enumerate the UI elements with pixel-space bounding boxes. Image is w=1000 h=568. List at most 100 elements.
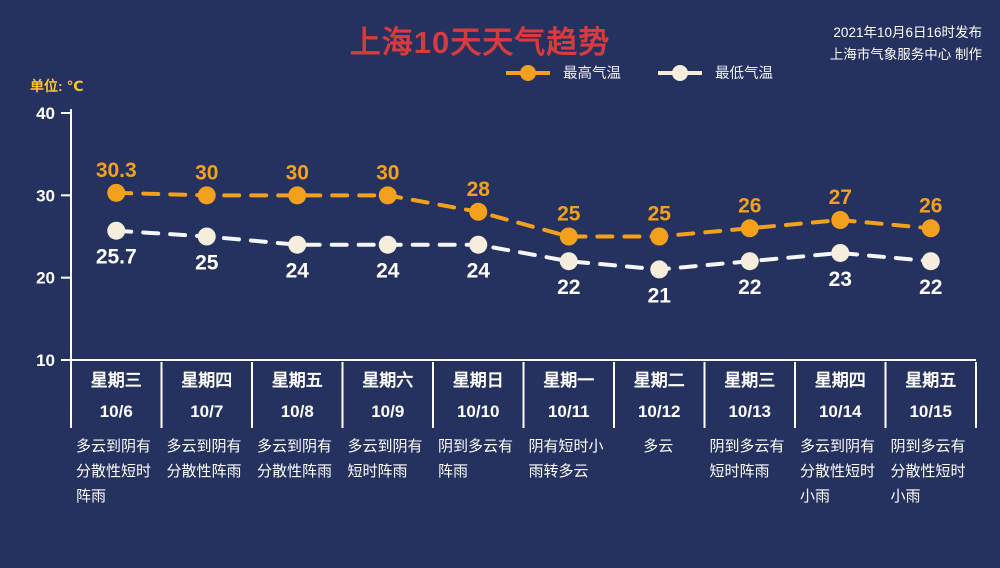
- weather-line: 多云到阴有: [347, 438, 423, 455]
- weather-line: 短时阵雨: [709, 463, 770, 480]
- chart-legend: 最高气温 最低气温: [505, 62, 773, 83]
- weather-line: 多云到阴有: [76, 438, 152, 455]
- weekday-label: 星期四: [181, 371, 233, 390]
- temp-value-label: 27: [829, 186, 852, 209]
- temp-data-point: [831, 243, 850, 262]
- temp-data-point: [288, 186, 307, 205]
- temp-value-label: 22: [557, 276, 580, 299]
- weather-line: 多云到阴有: [166, 438, 242, 455]
- day-column: 星期日 10/10 阴到多云有阵雨: [433, 362, 524, 522]
- weather-line: 阵雨: [76, 488, 107, 505]
- day-column: 星期四 10/7 多云到阴有分散性阵雨: [162, 362, 253, 522]
- temp-data-point: [559, 252, 578, 271]
- temp-value-label: 25: [557, 203, 581, 226]
- y-axis-tick-label: 10: [36, 351, 55, 370]
- weather-line: 雨转多云: [528, 463, 589, 480]
- weather-line: 多云到阴有: [257, 438, 333, 455]
- publish-datetime: 2021年10月6日16时发布: [833, 25, 982, 40]
- weather-description: 阴到多云有 分散性短时 小雨: [886, 434, 977, 509]
- day-column: 星期五 10/8 多云到阴有分散性阵雨: [252, 362, 343, 522]
- temp-data-point: [288, 235, 307, 254]
- legend-item-max-temp: 最高气温: [505, 62, 621, 83]
- weather-description: 阴到多云有 短时阵雨: [705, 434, 796, 484]
- max-temp-marker-icon: [506, 64, 550, 81]
- temp-value-label: 24: [467, 260, 491, 283]
- temp-value-label: 30: [376, 161, 399, 184]
- temp-data-point: [197, 186, 216, 205]
- weather-line: 分散性短时: [800, 463, 876, 480]
- temp-data-point: [740, 219, 759, 238]
- temp-data-point: [107, 221, 126, 240]
- temp-data-point: [650, 260, 669, 279]
- temp-value-label: 21: [648, 284, 672, 307]
- weekday-label: 星期五: [271, 371, 323, 390]
- publish-author: 上海市气象服务中心 制作: [829, 47, 982, 62]
- temp-value-label: 25: [195, 252, 219, 275]
- forecast-table: 星期三 10/6 多云到阴有 分散性短时 阵雨 星期四 10/7 多云到阴有 分散性阵雨 星期五 1…: [71, 362, 976, 522]
- temp-series-line: [114, 228, 933, 272]
- weather-description: 多云: [614, 434, 705, 459]
- date-label: 10/10: [456, 402, 500, 421]
- publish-info: 2021年10月6日16时发布 上海市气象服务中心 制作: [830, 22, 982, 66]
- weather-line: 阵雨: [438, 463, 469, 480]
- temp-data-point: [831, 211, 850, 230]
- temp-value-label: 22: [738, 276, 761, 299]
- temp-value-label: 25.7: [96, 246, 137, 269]
- date-label: 10/13: [728, 402, 772, 421]
- weather-line: 小雨: [800, 488, 831, 505]
- weather-line: 分散性阵雨: [166, 463, 242, 480]
- temp-data-point: [469, 235, 488, 254]
- weather-line: 分散性阵雨: [257, 463, 333, 480]
- weather-line: 阴到多云有: [890, 438, 966, 455]
- day-column: 星期一 10/11 阴有短时小 雨转多云: [524, 362, 615, 522]
- weather-description: 多云到阴有分散性阵雨: [252, 434, 343, 484]
- temp-data-point: [559, 227, 578, 246]
- temp-data-point: [650, 227, 669, 246]
- weather-description: 多云到阴有分散性短时阵雨: [71, 434, 162, 509]
- weather-line: 分散性短时: [76, 463, 152, 480]
- day-column: 星期二 10/12 多云: [614, 362, 705, 522]
- weather-description: 多云到阴有 短时阵雨: [343, 434, 434, 484]
- temp-data-point: [921, 219, 940, 238]
- temp-value-label: 25: [648, 203, 672, 226]
- temp-value-label: 23: [829, 268, 852, 291]
- temp-value-label: 28: [467, 178, 491, 201]
- weekday-label: 星期六: [362, 371, 414, 390]
- temp-series-line: [114, 190, 933, 239]
- weather-description: 多云到阴有 分散性短时 小雨: [795, 434, 886, 509]
- temp-value-label: 24: [376, 260, 400, 283]
- temp-value-label: 30.3: [96, 159, 137, 182]
- weather-line: 阴到多云有: [438, 438, 514, 455]
- temp-value-label: 26: [919, 194, 942, 217]
- day-column: 星期五 10/15 阴到多云有 分散性短时 小雨: [886, 362, 977, 522]
- date-label: 10/15: [909, 402, 953, 421]
- temp-data-point: [740, 252, 759, 271]
- weekday-label: 星期三: [90, 371, 142, 390]
- legend-label-min-temp: 最低气温: [715, 66, 773, 82]
- weather-line: 短时阵雨: [347, 463, 408, 480]
- date-label: 10/7: [190, 402, 224, 421]
- legend-item-min-temp: 最低气温: [657, 62, 773, 83]
- day-column: 星期六 10/9 多云到阴有 短时阵雨: [343, 362, 434, 522]
- weekday-label: 星期二: [633, 371, 685, 390]
- weather-description: 阴到多云有 阵雨: [433, 434, 524, 484]
- temp-value-label: 30: [286, 161, 309, 184]
- temp-value-label: 24: [286, 260, 310, 283]
- date-label: 10/6: [99, 402, 133, 421]
- date-label: 10/12: [637, 402, 681, 421]
- weekday-label: 星期日: [452, 371, 504, 390]
- date-label: 10/11: [547, 402, 590, 421]
- date-label: 10/8: [280, 402, 314, 421]
- y-axis-tick-label: 20: [36, 269, 55, 288]
- page-title: 上海10天天气趋势: [349, 25, 611, 60]
- temp-data-point: [378, 235, 397, 254]
- temp-value-label: 22: [919, 276, 942, 299]
- unit-label: 单位: ℃: [30, 78, 84, 94]
- weekday-label: 星期五: [905, 371, 957, 390]
- temp-value-label: 30: [195, 161, 218, 184]
- temp-data-point: [921, 252, 940, 271]
- min-temp-marker-icon: [658, 64, 702, 81]
- day-column: 星期三 10/6 多云到阴有分散性短时阵雨: [71, 362, 162, 522]
